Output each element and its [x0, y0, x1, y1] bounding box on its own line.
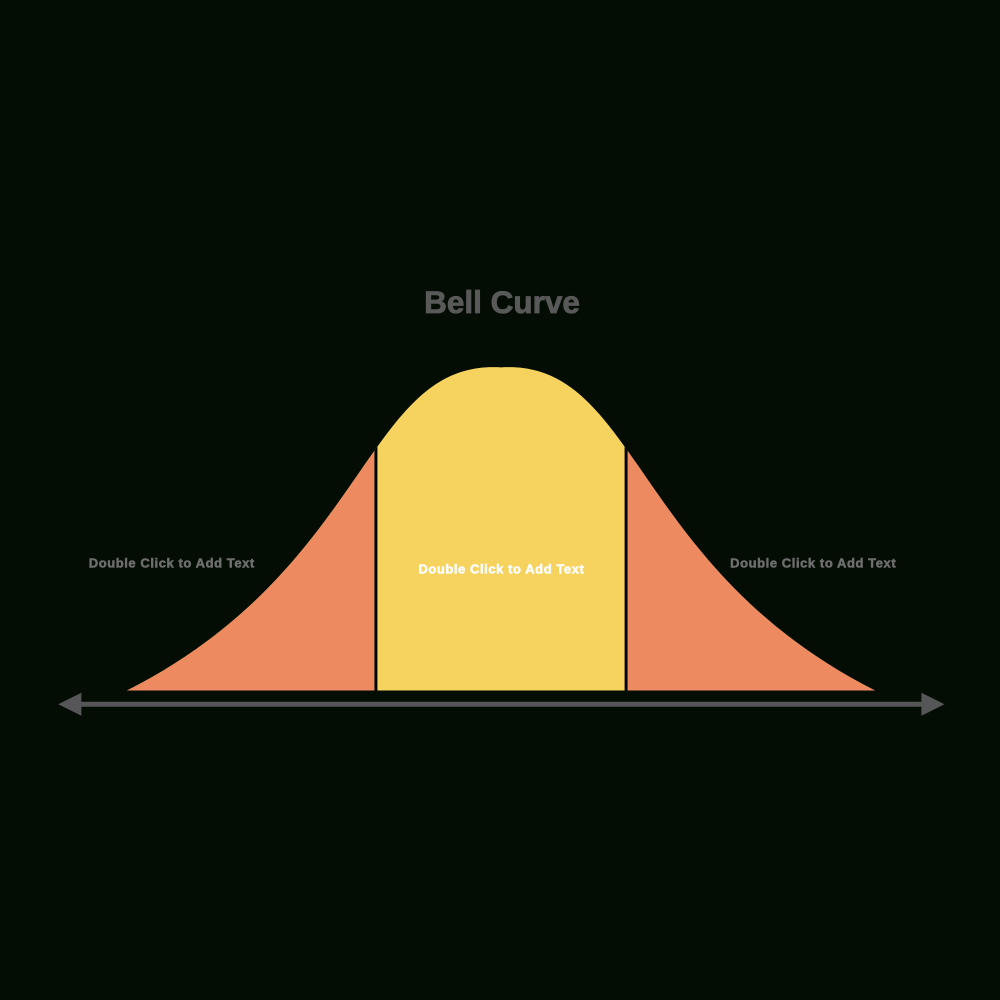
- svg-text:Double Click to Add Text: Double Click to Add Text: [730, 555, 896, 570]
- svg-text:Bell Curve: Bell Curve: [424, 284, 580, 320]
- svg-text:Double Click to Add Text: Double Click to Add Text: [418, 561, 584, 576]
- svg-text:Double Click to Add Text: Double Click to Add Text: [89, 555, 255, 570]
